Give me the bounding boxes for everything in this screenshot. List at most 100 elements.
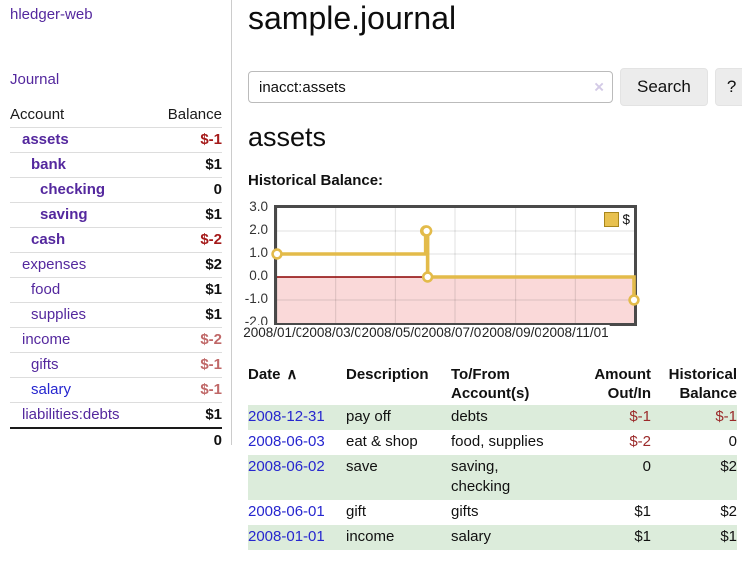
sidebar-account-link[interactable]: bank	[31, 156, 67, 173]
account-table-header-row: Account Balance	[10, 103, 222, 128]
sort-ascending-icon[interactable]: ∧	[286, 366, 298, 383]
register-header-date: Date ∧	[248, 363, 346, 405]
register-balance-cell: $2	[720, 458, 737, 475]
register-date-link[interactable]: 2008-12-31	[248, 408, 325, 425]
account-balance: 0	[151, 177, 222, 203]
register-date-cell: 2008-01-01	[248, 525, 346, 550]
account-column-header: Account	[10, 103, 152, 128]
legend-swatch-icon	[604, 212, 620, 227]
chart-title: Historical Balance:	[248, 172, 384, 189]
register-date-cell: 2008-12-31	[248, 405, 346, 430]
account-name-cell: cash	[10, 227, 152, 253]
account-row: checking 0	[10, 177, 222, 203]
register-date-cell: 2008-06-01	[248, 500, 346, 525]
sidebar: hledger-web Journal Account Balance asse…	[0, 0, 232, 452]
y-axis-tick-label: 3.0	[249, 199, 268, 214]
account-balance: $1	[205, 406, 222, 423]
register-description-cell: eat & shop	[346, 433, 418, 450]
x-axis-tick-label: 2008/01/01	[242, 325, 312, 340]
register-balance-cell: 0	[728, 433, 737, 450]
account-name-cell: checking	[10, 177, 152, 203]
y-axis-tick-label: 2.0	[249, 222, 268, 237]
register-amount-cell: 0	[642, 458, 651, 475]
search-input[interactable]	[248, 71, 613, 103]
account-tree-table: Account Balance assets $-1 bank $1 checking 0…	[10, 103, 222, 452]
historical-balance-chart: $ 3.0 2.0 1.0 0.0 -1.0 -2.0 2008/01/01 2008/03…	[242, 194, 742, 354]
account-balance: $-1	[151, 352, 222, 378]
account-row: cash $-2	[10, 227, 222, 253]
account-row: supplies $1	[10, 302, 222, 328]
sidebar-account-link[interactable]: supplies	[31, 306, 87, 323]
sidebar-account-link[interactable]: salary	[31, 381, 72, 398]
chart-plot-area: $	[271, 205, 640, 326]
register-accounts-cell: food, supplies	[451, 433, 544, 450]
chart-legend: $	[604, 212, 630, 227]
sidebar-account-link[interactable]: assets	[22, 131, 69, 148]
account-name-cell: liabilities:debts	[10, 403, 152, 429]
sidebar-account-link[interactable]: expenses	[22, 256, 87, 273]
register-row: 2008-06-02 save saving, checking 0 $2	[248, 455, 737, 500]
sidebar-account-link[interactable]: cash	[31, 231, 66, 248]
register-accounts-cell: salary	[451, 528, 492, 545]
register-accounts-cell: debts	[451, 408, 488, 425]
sidebar-item-journal[interactable]: Journal	[10, 71, 60, 88]
register-row: 2008-06-03 eat & shop food, supplies $-2 0	[248, 430, 737, 455]
search-input-wrap: ×	[248, 71, 613, 103]
register-balance-cell: $2	[720, 503, 737, 520]
register-accounts-cell: gifts	[451, 503, 479, 520]
register-description-cell: save	[346, 458, 378, 475]
account-balance: $-1	[151, 127, 222, 153]
register-header-accounts: To/From Account(s)	[451, 366, 530, 402]
page-title: sample.journal	[248, 0, 457, 36]
account-name-cell: gifts	[10, 352, 152, 378]
app-title-link[interactable]: hledger-web	[10, 6, 93, 23]
clear-search-icon[interactable]: ×	[594, 77, 604, 97]
main-content: sample.journal × Search ? assets Histori…	[242, 0, 742, 582]
account-balance: $-1	[151, 377, 222, 403]
search-button[interactable]: Search	[620, 68, 708, 106]
register-row: 2008-06-01 gift gifts $1 $2	[248, 500, 737, 525]
legend-label: $	[622, 212, 630, 227]
register-date-link[interactable]: 2008-06-01	[248, 503, 325, 520]
x-axis-tick-label: 2008/07/01	[420, 325, 490, 340]
account-name-cell: saving	[10, 202, 152, 228]
register-date-link[interactable]: 2008-01-01	[248, 528, 325, 545]
y-axis-tick-label: -1.0	[244, 291, 268, 306]
register-date-link[interactable]: 2008-06-03	[248, 433, 325, 450]
help-button[interactable]: ?	[714, 68, 742, 106]
x-axis-tick-label: 2008/09/01	[480, 325, 551, 340]
register-header-balance: Historical Balance	[668, 366, 737, 402]
account-row: food $1	[10, 277, 222, 303]
register-amount-cell: $1	[634, 528, 651, 545]
sidebar-account-link[interactable]: saving	[40, 206, 88, 223]
register-balance-cell: $-1	[715, 408, 737, 425]
balance-column-header: Balance	[151, 103, 222, 128]
sidebar-account-link[interactable]: checking	[40, 181, 106, 198]
account-row: assets $-1	[10, 127, 222, 153]
register-date-cell: 2008-06-02	[248, 455, 346, 500]
register-header-amount: Amount Out/In	[594, 366, 651, 402]
account-balance: $1	[151, 152, 222, 178]
account-row: income $-2	[10, 327, 222, 353]
sidebar-account-link[interactable]: food	[31, 281, 61, 298]
balance-line-chart-svg	[271, 208, 640, 323]
account-row: expenses $2	[10, 252, 222, 278]
register-amount-cell: $-2	[629, 433, 651, 450]
sidebar-account-link[interactable]: gifts	[31, 356, 59, 373]
account-balance: $-2	[151, 227, 222, 253]
sidebar-account-link[interactable]: income	[22, 331, 71, 348]
register-date-link[interactable]: 2008-06-02	[248, 458, 325, 475]
register-header-description: Description	[346, 366, 429, 383]
account-row: liabilities:debts $1	[10, 403, 222, 429]
total-row-spacer	[10, 427, 152, 452]
register-description-cell: income	[346, 528, 395, 545]
register-amount-cell: $-1	[629, 408, 651, 425]
register-description-cell: pay off	[346, 408, 391, 425]
sidebar-account-link[interactable]: liabilities:debts	[22, 406, 120, 423]
register-row: 2008-01-01 income salary $1 $1	[248, 525, 737, 550]
register-accounts-cell: saving, checking	[451, 458, 511, 495]
x-axis-tick-label: 2008/03/01	[300, 325, 371, 340]
register-amount-cell: $1	[634, 503, 651, 520]
register-balance-cell: $1	[720, 528, 737, 545]
y-axis-tick-label: 1.0	[249, 245, 268, 260]
